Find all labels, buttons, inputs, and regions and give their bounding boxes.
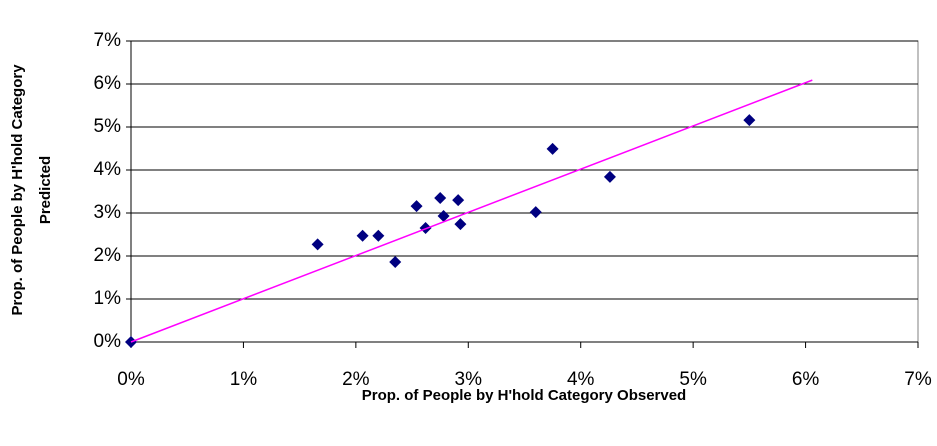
y-tick-label: 5% [94,116,122,137]
y-tick-label: 1% [94,288,122,309]
point [372,229,385,242]
point [529,206,542,219]
x-tick-label: 2% [342,369,370,390]
point [410,200,423,213]
fit-line [130,79,813,343]
point [454,218,467,231]
x-tick-label: 5% [679,369,707,390]
point [437,210,450,223]
y-tick-label: 7% [94,30,122,51]
point [356,229,369,242]
x-axis-title: Prop. of People by H'hold Category Obser… [362,387,686,404]
point [546,142,559,155]
point [434,191,447,204]
point [389,256,402,269]
x-tick-label: 1% [230,369,258,390]
x-tick-label: 7% [904,369,932,390]
x-tick-label: 0% [117,369,145,390]
point [603,170,616,183]
y-axis-title: Predicted [37,156,54,224]
x-tick-label: 3% [455,369,483,390]
y-tick-label: 4% [94,159,122,180]
x-tick-label: 4% [567,369,595,390]
y-axis-title: Prop. of People by H'hold Category [9,64,26,316]
point [743,114,756,127]
y-tick-label: 2% [94,245,122,266]
point [311,238,324,251]
y-tick-label: 6% [94,73,122,94]
y-tick-label: 0% [94,331,122,352]
x-tick-label: 6% [792,369,820,390]
point [452,194,465,207]
y-tick-label: 3% [94,202,122,223]
